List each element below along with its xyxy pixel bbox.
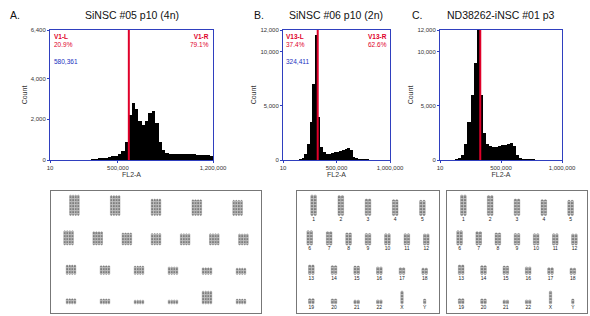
- svg-text:C.: C.: [412, 9, 423, 21]
- svg-text:10: 10: [385, 245, 391, 251]
- svg-text:11: 11: [404, 245, 409, 251]
- svg-text:A.: A.: [10, 9, 20, 21]
- svg-text:22: 22: [525, 304, 531, 310]
- svg-text:12,000: 12,000: [260, 27, 279, 33]
- svg-text:22: 22: [377, 304, 383, 310]
- svg-text:X: X: [400, 304, 404, 310]
- svg-text:15: 15: [354, 275, 360, 281]
- svg-text:8: 8: [347, 245, 350, 251]
- svg-text:Y: Y: [571, 304, 575, 310]
- svg-text:10,000: 10,000: [417, 49, 436, 55]
- svg-text:4: 4: [394, 216, 397, 222]
- svg-text:324,411: 324,411: [286, 58, 309, 65]
- svg-text:17: 17: [399, 275, 405, 281]
- svg-text:2: 2: [339, 216, 342, 222]
- svg-text:3: 3: [367, 216, 370, 222]
- svg-text:15: 15: [503, 275, 509, 281]
- svg-text:19: 19: [458, 304, 464, 310]
- svg-text:V1-L20.9%: V1-L20.9%: [54, 33, 73, 48]
- svg-text:7: 7: [477, 245, 480, 251]
- svg-text:0: 0: [275, 157, 279, 163]
- svg-text:2: 2: [489, 216, 492, 222]
- svg-text:0: 0: [432, 157, 436, 163]
- svg-text:20: 20: [481, 304, 487, 310]
- svg-text:10,000: 10,000: [260, 49, 279, 55]
- svg-text:Count: Count: [250, 86, 257, 105]
- svg-text:Count: Count: [407, 86, 414, 105]
- svg-text:10: 10: [437, 165, 444, 171]
- svg-text:500,000: 500,000: [490, 165, 512, 171]
- svg-text:17: 17: [548, 275, 554, 281]
- svg-text:FL2-A: FL2-A: [122, 171, 141, 178]
- svg-text:5,000: 5,000: [421, 103, 437, 109]
- svg-text:Count: Count: [21, 86, 28, 105]
- svg-text:12: 12: [572, 245, 578, 251]
- svg-text:9: 9: [516, 245, 519, 251]
- svg-text:4,000: 4,000: [31, 76, 47, 82]
- svg-text:V13-L37.4%: V13-L37.4%: [286, 33, 305, 48]
- svg-text:10: 10: [533, 245, 539, 251]
- svg-text:5: 5: [421, 216, 424, 222]
- svg-text:6: 6: [308, 245, 311, 251]
- svg-text:20: 20: [331, 304, 337, 310]
- svg-text:1: 1: [462, 216, 465, 222]
- svg-text:9: 9: [367, 245, 370, 251]
- svg-text:1: 1: [312, 216, 315, 222]
- svg-text:10: 10: [47, 165, 54, 171]
- svg-text:4: 4: [542, 216, 545, 222]
- svg-text:X: X: [549, 304, 553, 310]
- svg-text:13: 13: [309, 275, 315, 281]
- svg-text:580,361: 580,361: [54, 58, 78, 65]
- svg-text:V13-R62.6%: V13-R62.6%: [368, 33, 387, 48]
- svg-text:11: 11: [553, 245, 558, 251]
- svg-text:7: 7: [328, 245, 331, 251]
- svg-text:1,000,000: 1,000,000: [549, 165, 576, 171]
- svg-text:18: 18: [570, 275, 576, 281]
- svg-text:B.: B.: [254, 9, 264, 21]
- svg-text:V1-R79.1%: V1-R79.1%: [190, 33, 209, 48]
- svg-text:0: 0: [42, 157, 46, 163]
- svg-text:21: 21: [354, 304, 360, 310]
- svg-text:16: 16: [525, 275, 531, 281]
- svg-text:8: 8: [496, 245, 499, 251]
- svg-text:14: 14: [331, 275, 337, 281]
- svg-text:6: 6: [458, 245, 461, 251]
- svg-text:5: 5: [569, 216, 572, 222]
- svg-text:1,200,000: 1,200,000: [200, 165, 227, 171]
- svg-text:500,000: 500,000: [107, 165, 129, 171]
- svg-text:SiNSC #06 p10 (2n): SiNSC #06 p10 (2n): [289, 9, 383, 21]
- svg-text:Y: Y: [423, 304, 427, 310]
- svg-text:6,400: 6,400: [31, 27, 47, 33]
- svg-text:3: 3: [516, 216, 519, 222]
- svg-text:1,000,000: 1,000,000: [377, 165, 404, 171]
- svg-text:500,000: 500,000: [326, 165, 348, 171]
- svg-text:FL2-A: FL2-A: [491, 171, 510, 178]
- svg-text:ND38262-iNSC #01 p3: ND38262-iNSC #01 p3: [447, 9, 555, 21]
- svg-text:18: 18: [422, 275, 428, 281]
- svg-text:19: 19: [309, 304, 315, 310]
- svg-text:13: 13: [458, 275, 464, 281]
- svg-text:SiNSC #05 p10 (4n): SiNSC #05 p10 (4n): [85, 9, 179, 21]
- svg-text:12: 12: [424, 245, 430, 251]
- svg-text:21: 21: [503, 304, 509, 310]
- svg-text:14: 14: [481, 275, 487, 281]
- svg-text:5,000: 5,000: [264, 103, 280, 109]
- svg-text:16: 16: [377, 275, 383, 281]
- svg-text:10: 10: [280, 165, 287, 171]
- svg-text:12,000: 12,000: [417, 27, 436, 33]
- svg-text:FL2-A: FL2-A: [327, 171, 346, 178]
- svg-text:2,000: 2,000: [31, 116, 47, 122]
